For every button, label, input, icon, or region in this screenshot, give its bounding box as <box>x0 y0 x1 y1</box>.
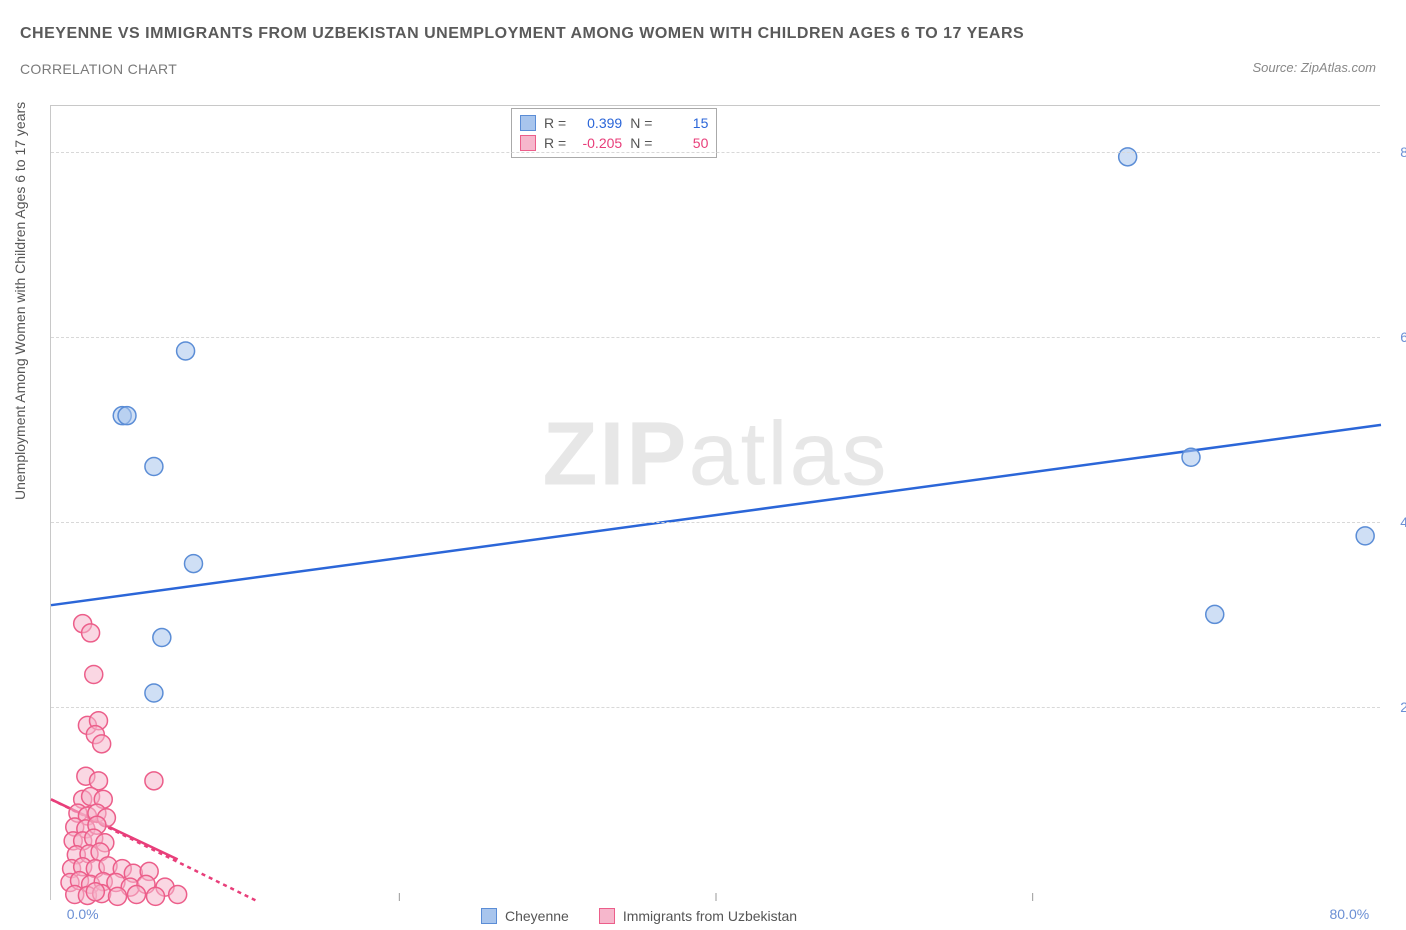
stats-row-uzbekistan: R = -0.205 N = 50 <box>520 133 708 153</box>
gridline-h <box>51 707 1380 708</box>
x-tick-label: 0.0% <box>67 906 99 922</box>
source-attribution: Source: ZipAtlas.com <box>1252 60 1376 75</box>
n-label: N = <box>630 113 652 133</box>
gridline-h <box>51 337 1380 338</box>
r-value-uzbekistan: -0.205 <box>572 133 622 153</box>
legend-swatch-uzbekistan <box>599 908 615 924</box>
legend-swatch-cheyenne <box>481 908 497 924</box>
y-tick-label: 20.0% <box>1385 699 1406 715</box>
legend-label-cheyenne: Cheyenne <box>505 908 569 924</box>
y-tick-label: 80.0% <box>1385 144 1406 160</box>
r-label: R = <box>544 133 566 153</box>
chart-subtitle: CORRELATION CHART <box>20 61 1024 77</box>
n-value-uzbekistan: 50 <box>658 133 708 153</box>
r-label: R = <box>544 113 566 133</box>
chart-plot-area: ZIPatlas R = 0.399 N = 15 R = -0.205 N =… <box>50 105 1380 900</box>
swatch-uzbekistan <box>520 135 536 151</box>
stats-row-cheyenne: R = 0.399 N = 15 <box>520 113 708 133</box>
legend-item-uzbekistan: Immigrants from Uzbekistan <box>599 908 797 924</box>
y-tick-label: 40.0% <box>1385 514 1406 530</box>
gridline-h <box>51 152 1380 153</box>
stats-legend: R = 0.399 N = 15 R = -0.205 N = 50 <box>511 108 717 158</box>
chart-title: CHEYENNE VS IMMIGRANTS FROM UZBEKISTAN U… <box>20 25 1024 43</box>
x-tick-label: 80.0% <box>1329 906 1369 922</box>
scatter-plot-svg <box>51 106 1380 900</box>
legend-item-cheyenne: Cheyenne <box>481 908 569 924</box>
n-label: N = <box>630 133 652 153</box>
gridline-h <box>51 522 1380 523</box>
y-axis-label: Unemployment Among Women with Children A… <box>12 102 28 500</box>
n-value-cheyenne: 15 <box>658 113 708 133</box>
r-value-cheyenne: 0.399 <box>572 113 622 133</box>
series-legend: Cheyenne Immigrants from Uzbekistan <box>481 908 797 924</box>
y-tick-label: 60.0% <box>1385 329 1406 345</box>
swatch-cheyenne <box>520 115 536 131</box>
legend-label-uzbekistan: Immigrants from Uzbekistan <box>623 908 797 924</box>
